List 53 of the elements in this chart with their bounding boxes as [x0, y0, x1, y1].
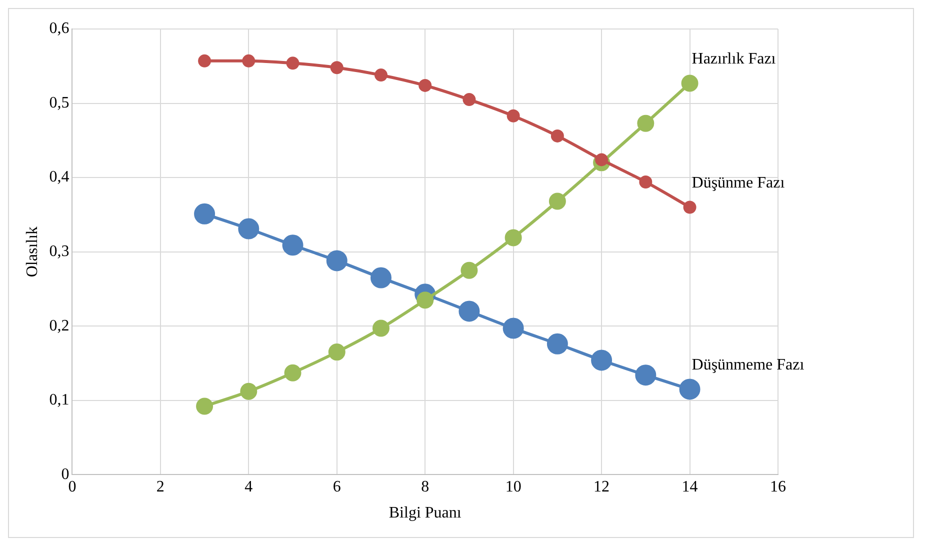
- series-label: Hazırlık Fazı: [692, 50, 776, 68]
- point: [286, 56, 300, 70]
- point: [639, 175, 652, 188]
- point: [284, 364, 302, 382]
- point: [460, 262, 478, 279]
- point: [546, 333, 568, 354]
- point: [681, 74, 698, 92]
- x-tick-label: 10: [505, 478, 522, 496]
- point: [637, 114, 654, 132]
- point: [418, 78, 432, 92]
- y-axis-title: Olasılık: [24, 226, 41, 278]
- y-tick-label: 0,5: [49, 94, 70, 112]
- point: [416, 292, 434, 309]
- series-label: Düşünmeme Fazı: [692, 356, 805, 374]
- x-tick-label: 4: [244, 478, 253, 496]
- point: [330, 61, 344, 74]
- point: [504, 229, 522, 246]
- x-tick-label: 16: [770, 478, 786, 496]
- x-axis-title: Bilgi Puanı: [388, 504, 462, 522]
- point: [198, 54, 212, 68]
- point: [194, 203, 216, 224]
- y-tick-label: 0,2: [49, 317, 70, 334]
- x-tick-label: 2: [156, 478, 164, 496]
- x-tick-label: 8: [421, 478, 430, 496]
- y-tick-label: 0: [61, 466, 70, 483]
- point: [679, 378, 700, 400]
- y-tick-label: 0,3: [49, 243, 70, 260]
- y-tick-label: 0,4: [49, 168, 70, 186]
- point: [196, 398, 214, 415]
- point: [242, 54, 256, 68]
- point: [550, 129, 564, 142]
- point: [683, 200, 696, 214]
- point: [240, 382, 258, 400]
- y-tick-label: 0,1: [49, 392, 70, 409]
- point: [548, 192, 566, 210]
- point: [370, 267, 392, 288]
- point: [326, 250, 348, 272]
- point: [328, 344, 346, 361]
- x-tick-label: 6: [332, 478, 341, 496]
- point: [458, 300, 480, 322]
- point: [374, 68, 388, 82]
- x-tick-label: 12: [594, 478, 610, 496]
- point: [372, 320, 390, 337]
- point: [635, 364, 656, 386]
- point: [238, 218, 260, 240]
- point: [462, 93, 476, 106]
- y-tick-label: 0,6: [49, 20, 70, 38]
- point: [506, 109, 520, 122]
- x-tick-label: 14: [682, 478, 698, 496]
- series-label: Düşünme Fazı: [692, 174, 786, 192]
- point: [282, 234, 304, 256]
- point: [502, 318, 524, 339]
- point: [591, 350, 612, 371]
